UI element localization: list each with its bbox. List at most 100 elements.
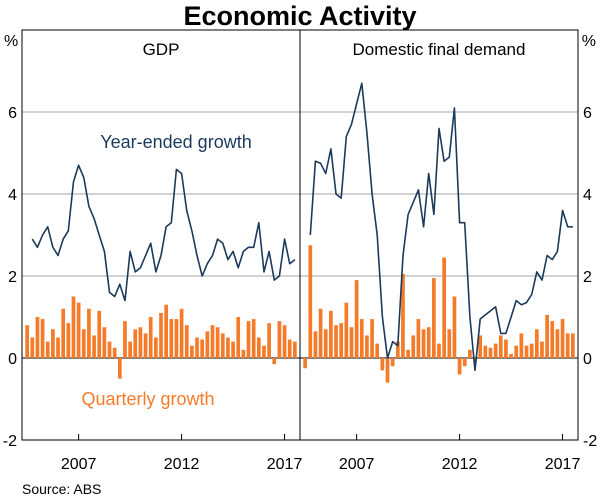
bar-dfd-15 [380,358,385,371]
bar-dfd-19 [401,273,405,358]
source-note: Source: ABS [22,481,101,497]
bar-dfd-1 [308,245,313,358]
bar-dfd-17 [390,358,395,367]
bar-dfd-8 [344,302,349,358]
bar-dfd-22 [416,319,421,358]
bar-dfd-30 [457,358,462,375]
bar-dfd-35 [483,345,488,358]
bar-gdp-34 [200,339,205,358]
series-line-gdp [31,164,296,302]
left-axis-unit: % [4,33,18,50]
bar-gdp-5 [51,329,55,358]
y-tick-label-right--2: -2 [583,433,597,450]
bar-gdp-19 [123,321,127,358]
bar-gdp-22 [138,327,143,358]
chart-title: Economic Activity [183,1,416,31]
y-tick-label-left--2: -2 [3,433,17,450]
bar-dfd-18 [395,341,400,358]
right-axis-unit: % [582,33,596,50]
bar-gdp-37 [215,327,220,358]
bar-dfd-46 [540,341,544,358]
bar-dfd-20 [406,349,410,358]
bar-gdp-29 [174,319,179,358]
bar-dfd-16 [385,358,390,383]
bar-gdp-0 [25,325,30,358]
bar-gdp-46 [262,345,266,358]
bar-gdp-43 [246,321,251,358]
bar-gdp-14 [97,310,102,358]
bar-gdp-48 [272,358,277,365]
bar-dfd-4 [323,329,328,358]
bar-gdp-47 [267,323,271,358]
bar-dfd-38 [498,335,503,358]
bar-gdp-4 [45,341,50,358]
bar-gdp-40 [231,341,235,358]
bar-dfd-41 [514,345,519,358]
x-tick-label-dfd-2007: 2007 [339,456,375,473]
bar-gdp-8 [66,323,71,358]
y-tick-label-right-0: 0 [583,351,592,368]
bar-dfd-51 [565,333,570,358]
bar-dfd-45 [534,329,539,358]
x-tick-label-gdp-2012: 2012 [164,456,200,473]
bar-gdp-2 [35,317,40,358]
bar-dfd-23 [421,329,426,358]
bar-dfd-49 [555,329,560,358]
bar-gdp-31 [184,325,189,358]
x-tick-label-dfd-2017: 2017 [545,456,581,473]
bar-dfd-27 [442,257,447,358]
panel-title-gdp: GDP [143,40,180,59]
bar-dfd-32 [468,349,472,358]
y-tick-label-right-6: 6 [583,105,592,122]
bar-gdp-20 [128,341,132,358]
bar-dfd-37 [493,343,498,358]
bar-gdp-11 [81,329,86,358]
bar-gdp-42 [241,349,246,358]
bar-gdp-50 [282,325,287,358]
bar-dfd-26 [437,343,441,358]
bar-gdp-3 [40,319,45,358]
bar-dfd-43 [524,345,529,358]
bar-dfd-6 [334,325,338,358]
bar-gdp-28 [169,319,174,358]
x-tick-label-dfd-2012: 2012 [442,456,478,473]
bar-gdp-12 [87,308,91,358]
bar-dfd-11 [359,319,364,358]
bar-dfd-44 [529,343,534,358]
bar-dfd-12 [365,335,369,358]
bar-dfd-0 [303,358,308,369]
bar-gdp-39 [226,337,230,358]
bar-gdp-27 [164,304,169,358]
bar-gdp-6 [56,337,60,358]
bar-dfd-42 [519,333,524,358]
quarterly-growth-label: Quarterly growth [81,389,214,409]
y-tick-label-left-4: 4 [8,187,17,204]
bar-dfd-39 [504,339,508,358]
bar-dfd-48 [550,321,555,358]
series-line-dfd [309,82,573,372]
bar-gdp-10 [76,302,81,358]
bar-gdp-24 [148,317,153,358]
bar-dfd-13 [370,319,374,358]
bar-gdp-49 [277,321,282,358]
y-tick-label-left-6: 6 [8,105,17,122]
bar-dfd-5 [329,310,333,358]
bar-dfd-40 [509,353,513,358]
bar-dfd-25 [431,278,436,358]
x-tick-label-gdp-2007: 2007 [61,456,97,473]
bar-dfd-10 [354,280,359,358]
bar-dfd-33 [473,358,477,363]
bar-gdp-15 [102,327,107,358]
bar-gdp-26 [159,312,163,358]
bar-gdp-51 [287,339,292,358]
bar-gdp-41 [236,317,241,358]
bar-gdp-38 [220,333,225,358]
y-tick-label-left-2: 2 [8,269,17,286]
y-tick-label-right-2: 2 [583,269,592,286]
bar-gdp-13 [92,335,96,358]
bar-dfd-29 [452,296,457,358]
bar-dfd-28 [447,329,452,358]
bar-gdp-35 [205,331,210,358]
